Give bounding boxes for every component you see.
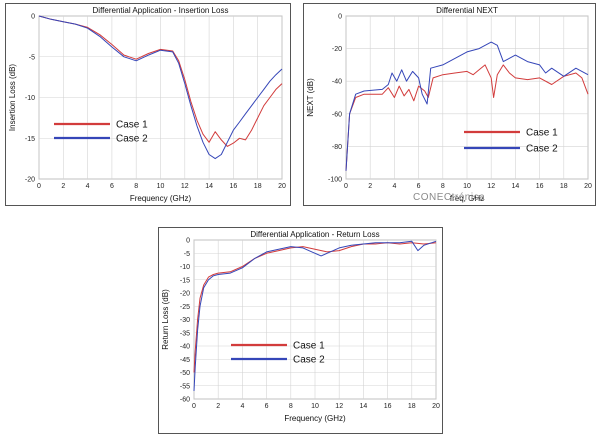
x-tick-label: 12 <box>487 183 495 190</box>
chart-title: Differential Application - Return Loss <box>250 230 379 239</box>
y-tick-label: -80 <box>332 144 342 151</box>
y-tick-label: -60 <box>180 397 190 404</box>
x-tick-label: 20 <box>584 183 592 190</box>
watermark: CONECtrónica <box>413 192 486 203</box>
insertion-loss-chart: 0 2 4 6 8 10 12 14 16 18 20 0 -5 -10 -15 -20 Differentia… <box>8 6 286 203</box>
y-tick-label: -20 <box>332 46 342 53</box>
x-tick-label: 16 <box>536 183 544 190</box>
next-chart: 0 2 4 6 8 10 12 14 16 18 20 0 -20 -40 -60 -80 -100 Differ… <box>306 6 592 203</box>
x-tick-label: 14 <box>360 403 368 410</box>
y-axis-label: Return Loss (dB) <box>161 289 170 350</box>
y-tick-label: 0 <box>338 14 342 21</box>
x-tick-label: 14 <box>512 183 520 190</box>
y-tick-label: -30 <box>180 317 190 324</box>
x-tick-label: 20 <box>278 183 286 190</box>
x-tick-label: 2 <box>216 403 220 410</box>
legend-label: Case 1 <box>116 120 148 131</box>
x-tick-label: 4 <box>240 403 244 410</box>
x-tick-label: 6 <box>265 403 269 410</box>
return-loss-chart: 0 2 4 6 8 10 12 14 16 18 20 0 -5 -10 -15 -20 -25 -30 -35 -4… <box>161 230 440 423</box>
x-tick-label: 20 <box>432 403 440 410</box>
legend-label: Case 2 <box>116 134 148 145</box>
x-tick-label: 6 <box>417 183 421 190</box>
y-tick-label: -10 <box>25 95 35 102</box>
x-tick-label: 10 <box>463 183 471 190</box>
series-line-case-1 <box>345 64 589 171</box>
x-tick-label: 0 <box>344 183 348 190</box>
y-tick-label: -40 <box>332 79 342 86</box>
x-tick-label: 12 <box>335 403 343 410</box>
x-tick-label: 18 <box>408 403 416 410</box>
series-line-case-2 <box>345 41 589 171</box>
y-tick-label: -5 <box>29 54 35 61</box>
y-tick-label: -25 <box>180 304 190 311</box>
legend-label: Case 1 <box>293 341 325 352</box>
y-axis-label: NEXT (dB) <box>306 78 315 117</box>
x-tick-label: 18 <box>560 183 568 190</box>
x-tick-label: 8 <box>289 403 293 410</box>
chart-panel-return-loss: 0 2 4 6 8 10 12 14 16 18 20 0 -5 -10 -15 -20 -25 -30 -35 -4… <box>158 227 443 434</box>
legend-label: Case 2 <box>293 355 325 366</box>
y-tick-label: -100 <box>328 177 342 184</box>
x-tick-label: 0 <box>192 403 196 410</box>
y-tick-label: -35 <box>180 330 190 337</box>
y-tick-label: 0 <box>186 238 190 245</box>
series-line-case-2 <box>193 240 437 392</box>
x-tick-label: 10 <box>157 183 165 190</box>
y-tick-label: -45 <box>180 357 190 364</box>
chart-panel-insertion-loss: 0 2 4 6 8 10 12 14 16 18 20 0 -5 -10 -15 -20 Differentia… <box>5 3 291 206</box>
legend-label: Case 2 <box>526 144 558 155</box>
x-tick-label: 10 <box>311 403 319 410</box>
x-tick-label: 16 <box>384 403 392 410</box>
x-tick-label: 14 <box>205 183 213 190</box>
y-tick-label: -55 <box>180 383 190 390</box>
x-tick-label: 6 <box>110 183 114 190</box>
x-tick-label: 18 <box>254 183 262 190</box>
x-tick-label: 2 <box>368 183 372 190</box>
x-axis-label: freq, GHz <box>450 194 484 203</box>
series-line-case-2 <box>38 15 283 160</box>
x-tick-label: 4 <box>392 183 396 190</box>
chart-panel-next: 0 2 4 6 8 10 12 14 16 18 20 0 -20 -40 -60 -80 -100 Differ… <box>303 3 596 206</box>
y-axis-label: Insertion Loss (dB) <box>8 64 17 131</box>
x-axis-label: Frequency (GHz) <box>284 414 346 423</box>
y-tick-label: -15 <box>180 277 190 284</box>
y-tick-label: -20 <box>25 177 35 184</box>
y-tick-label: -15 <box>25 136 35 143</box>
legend-label: Case 1 <box>526 128 558 139</box>
x-tick-label: 16 <box>230 183 238 190</box>
x-tick-label: 4 <box>86 183 90 190</box>
y-tick-label: -5 <box>184 251 190 258</box>
series-line-case-1 <box>38 15 283 147</box>
chart-title: Differential Application - Insertion Los… <box>93 6 229 15</box>
y-tick-label: -40 <box>180 344 190 351</box>
y-tick-label: -60 <box>332 111 342 118</box>
x-tick-label: 0 <box>37 183 41 190</box>
x-tick-label: 8 <box>441 183 445 190</box>
y-tick-label: 0 <box>31 14 35 21</box>
x-tick-label: 8 <box>134 183 138 190</box>
x-tick-label: 12 <box>181 183 189 190</box>
y-tick-label: -20 <box>180 291 190 298</box>
chart-title: Differential NEXT <box>436 6 498 15</box>
x-axis-label: Frequency (GHz) <box>130 194 192 203</box>
y-tick-label: -10 <box>180 264 190 271</box>
y-tick-label: -50 <box>180 370 190 377</box>
x-tick-label: 2 <box>61 183 65 190</box>
